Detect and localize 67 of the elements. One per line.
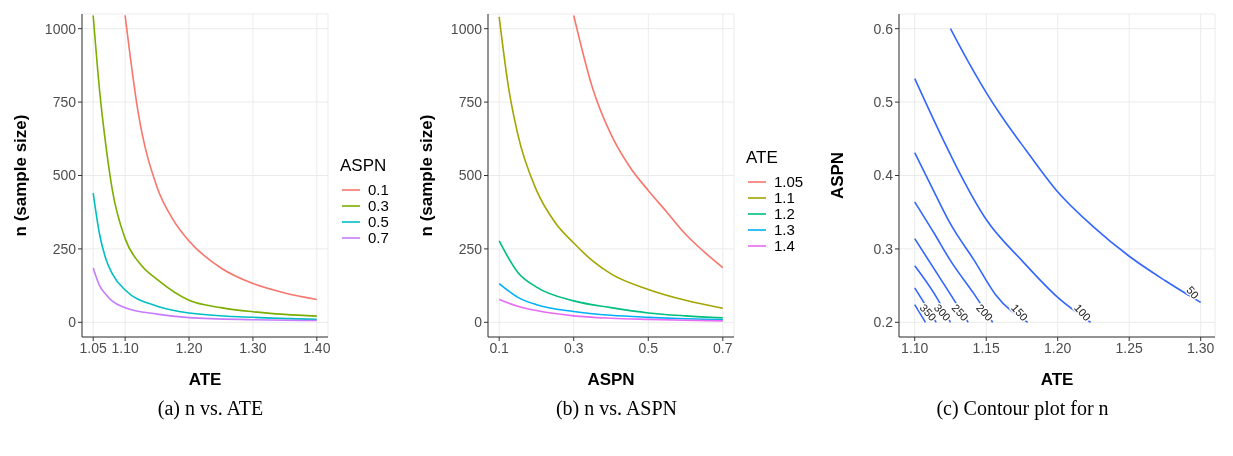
y-tick-label: 0.6 <box>873 20 893 37</box>
line-series <box>124 14 318 301</box>
legend-label: 0.1 <box>368 181 389 198</box>
line-series <box>913 77 1091 324</box>
text: 50 <box>1183 283 1201 302</box>
text: (c) Contour plot for n <box>936 397 1109 420</box>
x-tick-label: 1.10 <box>900 339 929 356</box>
y-tick-label: 0.4 <box>873 167 893 184</box>
y-tick-label: 1000 <box>450 20 483 37</box>
line-series <box>913 151 1028 324</box>
text: 100 <box>1071 301 1093 324</box>
line-series <box>913 201 993 324</box>
x-tick-label: 1.20 <box>175 339 203 356</box>
legend-label: 0.3 <box>368 197 389 214</box>
legend-title: ASPN <box>340 155 388 176</box>
text: (a) n vs. ATE <box>157 397 264 420</box>
y-tick-label: 0 <box>474 314 483 331</box>
text: 250 <box>949 301 971 324</box>
y-tick-label: 1000 <box>44 20 77 37</box>
y-tick-label: 250 <box>458 240 483 257</box>
x-tick-label: 1.30 <box>239 339 267 356</box>
x-axis-title: ATE <box>188 370 222 389</box>
legend-label: 0.5 <box>368 213 389 230</box>
legend-label: 1.4 <box>774 237 795 254</box>
x-tick-label: 1.25 <box>1115 339 1143 356</box>
y-tick-label: 750 <box>52 94 77 111</box>
legend-label: 1.3 <box>774 221 795 238</box>
y-tick-label: 500 <box>52 167 77 184</box>
x-tick-label: 0.7 <box>713 339 733 356</box>
x-axis-title: ATE <box>1040 370 1073 389</box>
line-series <box>498 298 724 322</box>
y-axis-title: n (sample size) <box>417 114 437 237</box>
line-series <box>498 282 724 321</box>
x-tick-label: 1.05 <box>79 339 108 356</box>
x-tick-label: 0.5 <box>638 339 659 356</box>
y-tick-label: 0 <box>68 314 77 331</box>
text: 200 <box>973 301 995 324</box>
legend-label: 0.7 <box>368 229 389 246</box>
y-axis-title: n (sample size) <box>11 114 31 237</box>
legend-label: 1.1 <box>774 189 795 206</box>
line-series <box>92 14 318 317</box>
text: 150 <box>1008 301 1030 324</box>
y-tick-label: 0.2 <box>873 314 893 331</box>
legend-label: 1.05 <box>774 173 804 190</box>
x-tick-label: 0.3 <box>563 339 584 356</box>
x-tick-label: 1.10 <box>111 339 139 356</box>
line-series <box>92 267 318 322</box>
line-series <box>949 27 1201 304</box>
y-tick-label: 750 <box>458 94 483 111</box>
line-series <box>498 16 724 310</box>
x-tick-label: 1.30 <box>1186 339 1215 356</box>
y-tick-label: 500 <box>458 167 483 184</box>
x-tick-label: 1.15 <box>972 339 1000 356</box>
y-tick-label: 0.5 <box>873 94 893 111</box>
line-series <box>92 192 318 321</box>
text: (b) n vs. ASPN <box>555 397 678 420</box>
y-axis-title: ASPN <box>827 151 847 200</box>
x-tick-label: 1.20 <box>1043 339 1072 356</box>
x-axis-title: ASPN <box>587 370 635 389</box>
line-series <box>572 14 724 269</box>
legend-label: 1.2 <box>774 205 795 222</box>
y-tick-label: 0.3 <box>873 240 893 257</box>
y-tick-label: 250 <box>52 240 77 257</box>
legend-title: ATE <box>746 147 779 168</box>
x-tick-label: 0.1 <box>489 339 510 356</box>
line-series <box>498 240 724 319</box>
x-tick-label: 1.40 <box>303 339 331 356</box>
